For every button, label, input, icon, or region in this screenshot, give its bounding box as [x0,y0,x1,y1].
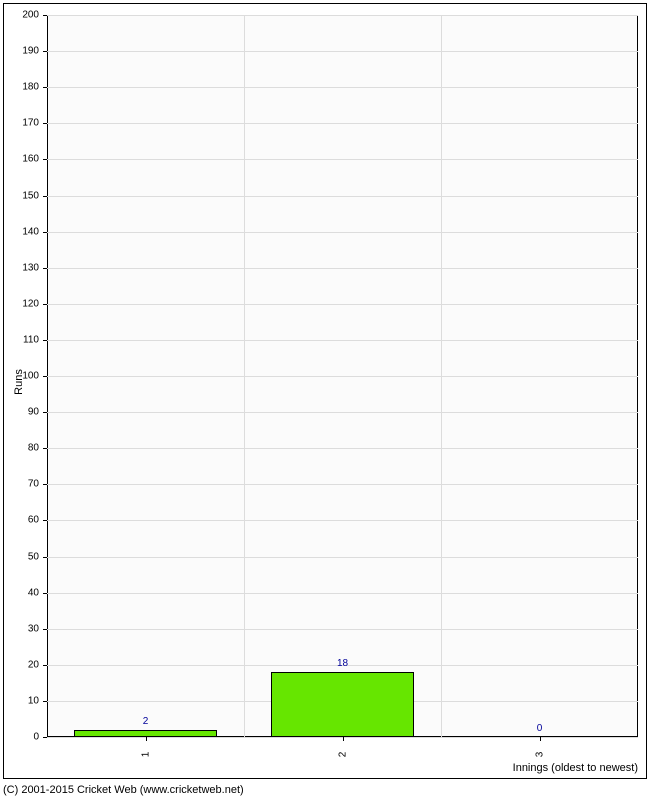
y-tick-label: 20 [0,659,39,670]
gridline-horizontal [47,593,638,594]
y-tick-label: 60 [0,515,39,526]
y-tick-mark [43,159,47,160]
y-tick-mark [43,701,47,702]
y-tick-label: 110 [0,334,39,345]
y-tick-mark [43,340,47,341]
gridline-horizontal [47,557,638,558]
gridline-horizontal [47,268,638,269]
y-tick-mark [43,629,47,630]
chart-container: Runs Innings (oldest to newest) (C) 2001… [0,0,650,800]
bar [271,672,415,737]
y-tick-label: 190 [0,46,39,57]
plot-area [47,15,638,737]
y-tick-label: 170 [0,118,39,129]
y-tick-label: 30 [0,623,39,634]
x-tick-label: 1 [140,752,151,758]
y-tick-mark [43,737,47,738]
y-tick-label: 200 [0,10,39,21]
gridline-horizontal [47,520,638,521]
gridline-vertical [244,15,245,737]
gridline-horizontal [47,15,638,16]
gridline-horizontal [47,232,638,233]
y-tick-label: 80 [0,443,39,454]
y-tick-mark [43,412,47,413]
y-tick-mark [43,520,47,521]
y-tick-label: 50 [0,551,39,562]
x-tick-mark [146,737,147,741]
gridline-horizontal [47,376,638,377]
x-tick-mark [540,737,541,741]
y-tick-mark [43,448,47,449]
bar-value-label: 0 [537,723,543,734]
y-tick-label: 130 [0,262,39,273]
gridline-horizontal [47,304,638,305]
gridline-horizontal [47,412,638,413]
gridline-horizontal [47,340,638,341]
y-tick-label: 160 [0,154,39,165]
y-tick-label: 90 [0,407,39,418]
y-tick-label: 100 [0,371,39,382]
bar [74,730,218,737]
x-tick-mark [343,737,344,741]
gridline-horizontal [47,196,638,197]
gridline-horizontal [47,484,638,485]
gridline-horizontal [47,123,638,124]
bar-value-label: 2 [143,716,149,727]
y-tick-mark [43,87,47,88]
gridline-horizontal [47,159,638,160]
x-tick-label: 3 [534,752,545,758]
gridline-horizontal [47,87,638,88]
y-tick-mark [43,15,47,16]
y-tick-label: 140 [0,226,39,237]
y-tick-label: 10 [0,695,39,706]
y-tick-label: 0 [0,732,39,743]
y-tick-mark [43,304,47,305]
y-tick-mark [43,484,47,485]
y-tick-label: 120 [0,298,39,309]
y-tick-mark [43,196,47,197]
y-tick-mark [43,593,47,594]
x-axis-label: Innings (oldest to newest) [513,762,638,774]
copyright-text: (C) 2001-2015 Cricket Web (www.cricketwe… [3,784,244,796]
y-tick-mark [43,123,47,124]
y-tick-mark [43,557,47,558]
y-tick-label: 150 [0,190,39,201]
gridline-horizontal [47,51,638,52]
y-tick-mark [43,51,47,52]
gridline-horizontal [47,448,638,449]
gridline-horizontal [47,629,638,630]
y-tick-mark [43,232,47,233]
y-tick-mark [43,376,47,377]
x-tick-label: 2 [337,752,348,758]
y-tick-mark [43,268,47,269]
y-tick-label: 40 [0,587,39,598]
y-tick-mark [43,665,47,666]
y-tick-label: 70 [0,479,39,490]
y-tick-label: 180 [0,82,39,93]
bar-value-label: 18 [337,658,348,669]
gridline-vertical [441,15,442,737]
